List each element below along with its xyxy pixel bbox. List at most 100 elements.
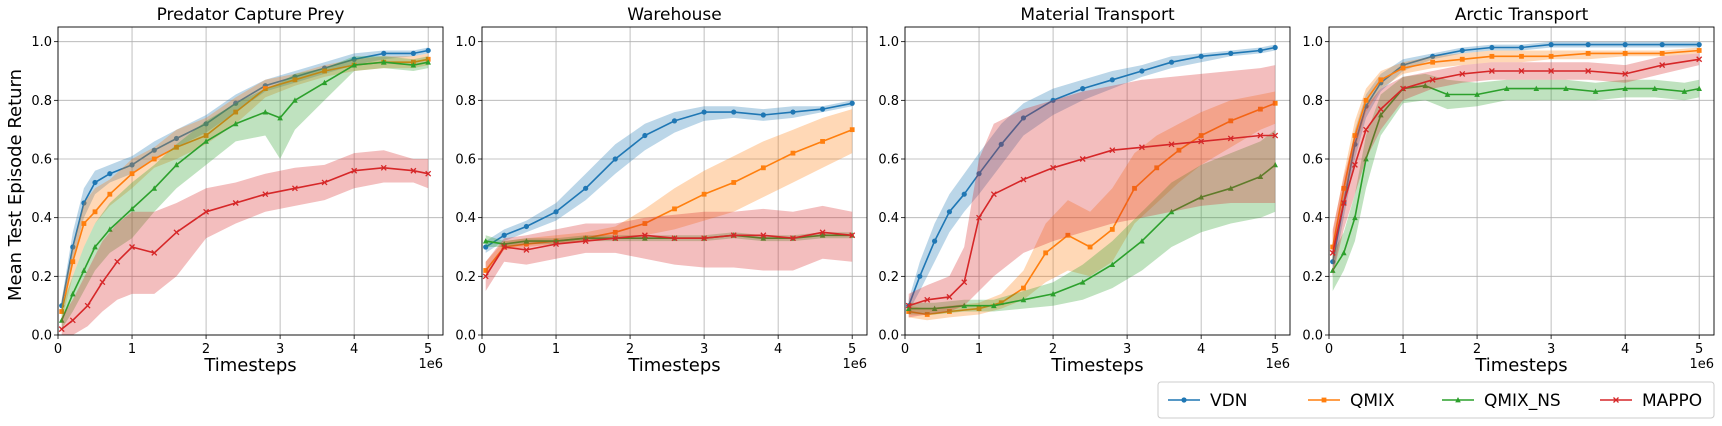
data-point xyxy=(701,191,707,197)
data-point xyxy=(1079,156,1086,162)
data-point xyxy=(760,232,767,239)
data-point xyxy=(58,317,65,323)
data-point xyxy=(262,109,269,115)
axes-frame xyxy=(481,26,868,336)
data-point xyxy=(81,200,87,206)
data-point xyxy=(672,206,677,212)
data-point xyxy=(1696,56,1703,63)
data-point xyxy=(1168,141,1175,148)
data-point xyxy=(351,56,357,62)
data-point xyxy=(1272,44,1278,51)
data-point xyxy=(1341,185,1347,191)
data-point xyxy=(70,290,76,297)
series-line xyxy=(908,134,1276,307)
series-mappo xyxy=(58,150,432,335)
confidence-band xyxy=(61,56,429,330)
data-point xyxy=(924,312,930,317)
x-tick-label: 4 xyxy=(1621,342,1629,357)
data-point xyxy=(819,106,826,112)
data-point xyxy=(1681,88,1688,94)
confidence-band xyxy=(61,150,429,335)
data-point xyxy=(1050,164,1057,171)
data-point xyxy=(1429,76,1436,83)
data-point xyxy=(760,165,766,171)
confidence-band xyxy=(485,205,853,291)
axes-frame xyxy=(904,26,1291,336)
y-tick-label: 0.6 xyxy=(1302,153,1323,168)
data-point xyxy=(410,167,417,174)
data-point xyxy=(1548,42,1554,48)
data-point xyxy=(932,238,938,244)
data-point xyxy=(1488,68,1495,74)
data-point xyxy=(1227,135,1234,142)
data-point xyxy=(151,156,157,162)
data-point xyxy=(292,97,298,103)
data-point xyxy=(991,302,997,309)
data-point xyxy=(84,302,91,309)
x-axis-multiplier: 1e6 xyxy=(1265,357,1290,372)
data-point xyxy=(1444,91,1451,97)
data-point xyxy=(961,302,968,309)
data-point xyxy=(947,309,952,314)
data-point xyxy=(92,244,98,250)
data-point xyxy=(203,121,209,127)
data-point xyxy=(1503,85,1510,91)
data-point xyxy=(917,273,923,279)
data-point xyxy=(1228,50,1234,57)
data-point xyxy=(482,273,489,280)
data-point xyxy=(1330,244,1336,250)
data-point xyxy=(642,235,648,241)
legend-marker xyxy=(1455,397,1461,403)
x-tick-label: 0 xyxy=(901,342,909,357)
data-point xyxy=(151,249,158,256)
data-point xyxy=(1227,185,1234,191)
y-tick-label: 0.2 xyxy=(31,270,52,285)
data-point xyxy=(1341,249,1347,256)
y-tick-label: 0.8 xyxy=(1302,94,1323,109)
y-tick-label: 0.0 xyxy=(31,329,52,344)
data-point xyxy=(976,171,982,177)
data-point xyxy=(151,147,157,153)
data-point xyxy=(262,191,269,198)
data-point xyxy=(81,267,87,273)
confidence-band xyxy=(908,44,1276,312)
data-point xyxy=(523,238,530,244)
x-axis-label: Timesteps xyxy=(1050,355,1143,376)
x-tick-label: 4 xyxy=(1197,342,1205,357)
plot-area xyxy=(482,100,856,291)
chart-panel: 0 1 2 3 4 5 0.0 0.2 0.4 0.6 0.8 1.0 Predator Capture… xyxy=(31,5,444,376)
data-point xyxy=(70,244,76,250)
data-point xyxy=(1585,68,1592,74)
series-qmix-ns xyxy=(58,56,431,330)
x-axis-multiplier: 1e6 xyxy=(842,357,867,372)
data-point xyxy=(1272,100,1278,106)
y-tick-label: 0.8 xyxy=(455,94,476,109)
data-point xyxy=(1489,53,1495,59)
x-axis-label: Timesteps xyxy=(203,355,296,376)
data-point xyxy=(1065,232,1071,238)
x-tick-label: 1 xyxy=(975,342,983,357)
data-point xyxy=(1198,138,1205,145)
y-tick-label: 0.6 xyxy=(455,153,476,168)
data-point xyxy=(1257,173,1264,179)
data-point xyxy=(1043,250,1049,256)
data-point xyxy=(760,235,767,241)
y-tick-label: 0.8 xyxy=(31,94,52,109)
confidence-band xyxy=(61,47,429,312)
x-tick-label: 1 xyxy=(128,342,136,357)
y-tick-label: 0.2 xyxy=(455,270,476,285)
data-point xyxy=(1050,97,1056,103)
data-point xyxy=(1168,208,1175,215)
series-line xyxy=(485,231,853,277)
legend-marker xyxy=(1181,397,1187,403)
legend-label: QMIX_NS xyxy=(1484,391,1561,411)
x-tick-label: 2 xyxy=(1049,342,1057,357)
data-point xyxy=(1363,156,1369,162)
legend-label: QMIX xyxy=(1350,391,1395,411)
data-point xyxy=(1585,51,1591,56)
y-tick-label: 0.0 xyxy=(1302,329,1323,344)
confidence-band xyxy=(1332,73,1700,292)
data-point xyxy=(501,244,508,250)
data-point xyxy=(410,62,417,68)
y-tick-label: 1.0 xyxy=(878,35,899,50)
